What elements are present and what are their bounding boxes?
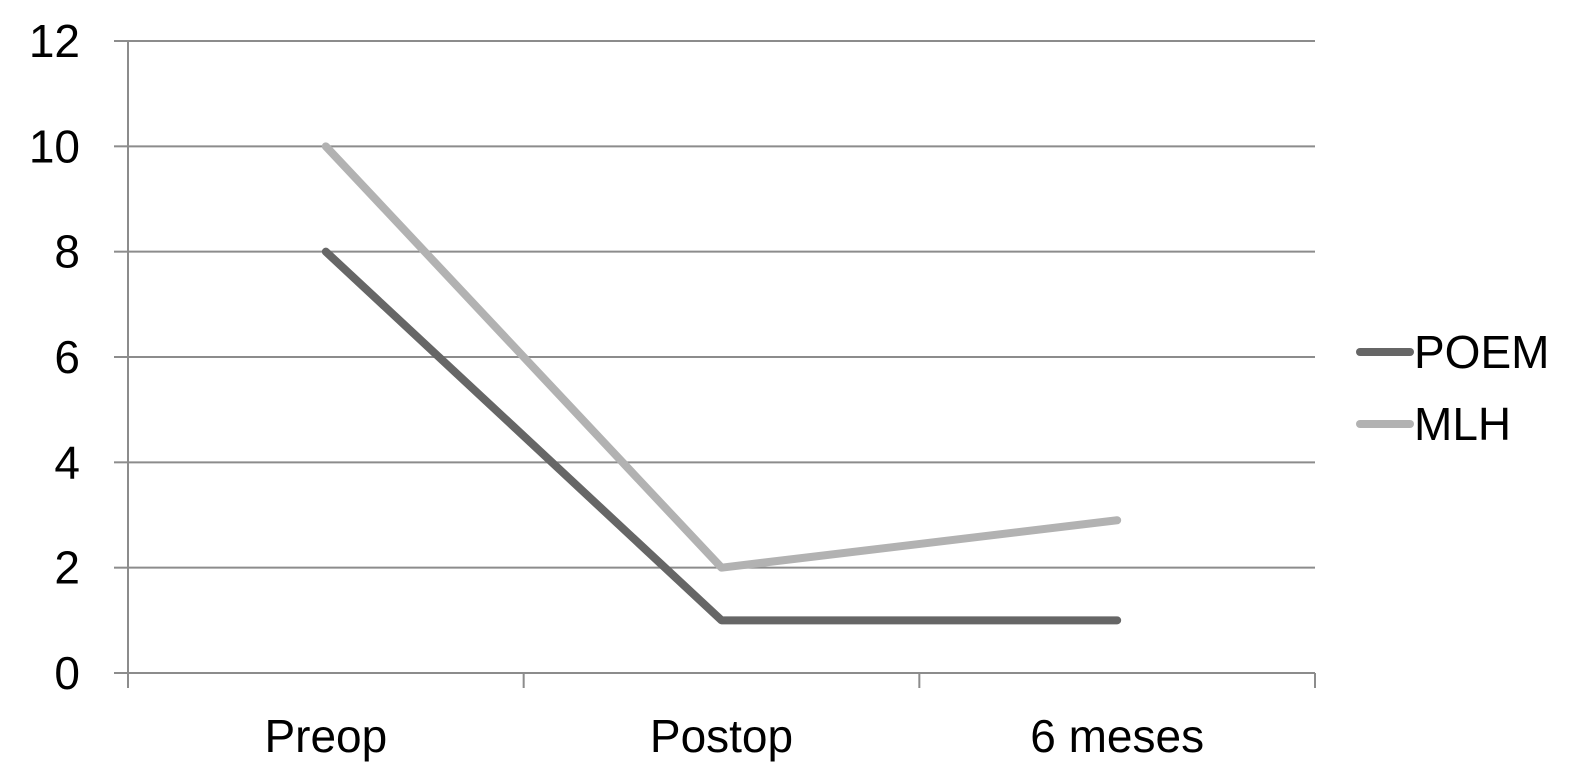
y-tick-label: 4 [54,436,80,488]
x-axis-category-labels: Preop Postop 6 meses [264,710,1204,762]
series-line-mlh [321,142,1122,572]
axes [114,40,1316,688]
y-tick-label: 8 [54,226,80,278]
series-lines [321,142,1122,625]
legend-label: MLH [1414,398,1511,450]
legend-label: POEM [1414,326,1549,378]
gridlines [128,40,1315,569]
y-tick-label: 10 [29,120,80,172]
x-category-label: Preop [264,710,387,762]
y-tick-label: 6 [54,331,80,383]
x-category-label: Postop [650,710,793,762]
x-category-label: 6 meses [1030,710,1204,762]
y-tick-label: 2 [54,542,80,594]
y-tick-label: 12 [29,15,80,67]
legend: POEM MLH [1356,326,1549,450]
y-tick-label: 0 [54,647,80,699]
y-axis-tick-labels: 0 2 4 6 8 10 12 [29,15,80,699]
series-line-poem [321,247,1122,625]
